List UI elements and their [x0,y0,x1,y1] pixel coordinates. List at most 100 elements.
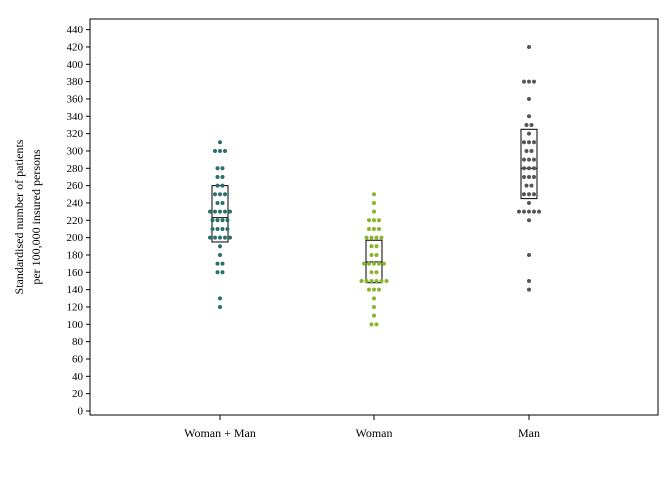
data-point [228,209,232,214]
data-point [369,244,374,249]
data-point [372,218,376,223]
data-point [218,209,222,214]
data-point [522,192,526,197]
y-axis: 0 20 40 60 80 100 120 140 160 180 200 220 240 260 280 3… [67,24,90,418]
y-tick-label: 100 [67,319,84,331]
data-point [522,166,526,171]
data-point [374,322,379,327]
data-point [532,140,536,145]
data-point [527,157,531,162]
y-tick-label: 160 [67,267,84,279]
data-point [218,304,222,309]
data-point [208,209,212,214]
data-point [374,252,379,257]
data-point [223,209,227,214]
data-point [372,209,376,214]
data-point [372,287,376,292]
data-point [369,252,374,257]
data-point [379,235,384,240]
data-point [527,44,531,49]
data-point [213,209,217,214]
plot-frame [89,18,659,416]
data-point [218,235,222,240]
data-point [377,287,381,292]
data-point [210,218,215,223]
data-point [527,209,531,214]
y-tick-label: 220 [67,215,84,227]
data-point [527,140,531,145]
data-point [215,270,220,275]
data-point [218,244,222,249]
data-point [532,166,536,171]
data-point [369,270,374,275]
data-point [527,252,531,257]
data-point [517,209,521,214]
data-point [228,235,232,240]
data-point [529,148,534,153]
data-point [372,304,376,309]
data-point [220,270,225,275]
data-point [215,218,220,223]
data-point [384,278,389,283]
y-tick-label: 80 [72,336,84,348]
data-point [529,183,534,188]
data-point [527,218,531,223]
x-tick-label: Woman [355,426,392,440]
data-point [379,278,384,283]
data-point [218,140,222,145]
y-tick-label: 40 [72,371,84,383]
iqr-boxes [211,128,538,284]
data-point [532,174,536,179]
data-point [220,200,225,205]
y-tick-label: 400 [67,59,84,71]
data-point [524,148,529,153]
data-point [367,287,371,292]
data-point [218,296,222,301]
data-point [220,218,225,223]
data-point [372,226,376,231]
data-point [524,183,529,188]
y-tick-label: 20 [72,388,84,400]
data-point [377,226,381,231]
data-point [527,131,531,136]
data-point [213,192,217,197]
data-point [527,192,531,197]
data-point [208,235,212,240]
data-point [527,79,531,84]
data-point [215,200,220,205]
data-point [225,218,230,223]
data-point [369,278,374,283]
data-point [364,235,369,240]
data-point [215,174,220,179]
data-point [218,192,222,197]
data-point [527,200,531,205]
y-tick-label: 260 [67,180,84,192]
data-point [215,166,220,171]
data-point [369,322,374,327]
data-points [208,44,541,327]
data-point [374,270,379,275]
data-point [220,226,225,231]
y-tick-label: 280 [67,163,84,175]
data-point [522,79,526,84]
data-point [215,261,220,266]
y-tick-label: 180 [67,249,84,261]
y-tick-label: 240 [67,197,84,209]
data-point [372,313,376,318]
data-point [220,261,225,266]
data-point [218,252,222,257]
data-point [527,287,531,292]
y-tick-label: 0 [78,406,84,418]
data-point [527,278,531,283]
data-point [522,157,526,162]
y-tick-label: 120 [67,301,84,313]
data-point [374,278,379,283]
data-point [532,157,536,162]
data-point [362,261,366,266]
y-tick-label: 60 [72,353,84,365]
data-point [532,79,536,84]
data-point [210,226,215,231]
data-point [369,235,374,240]
data-point [372,200,376,205]
